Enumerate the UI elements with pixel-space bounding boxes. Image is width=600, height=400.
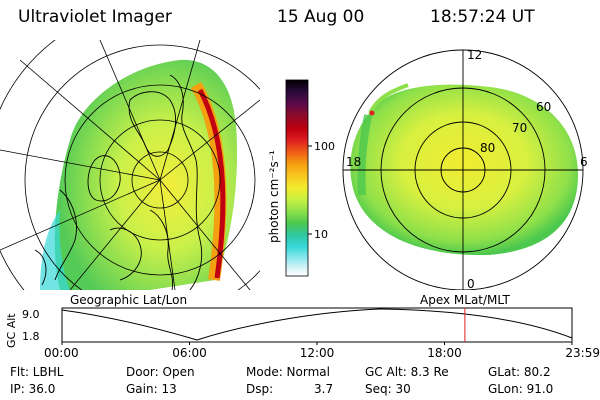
info-dsp: Dsp: [246,382,274,396]
timeline-xtick-label: 18:00 [427,346,462,360]
mlt-label-18: 18 [346,155,361,169]
info-ip: IP: 36.0 [10,382,56,396]
info-door: Door: Open [126,365,195,379]
time-label: 18:57:24 UT [430,7,535,27]
right-panel-label: Apex MLat/MLT [420,293,510,307]
info-glon: GLon: 91.0 [488,382,554,396]
timeline-ylabel: GC Alt [5,313,18,348]
mlt-label-0: 0 [467,277,475,290]
lat-label-70: 70 [512,121,527,135]
colorbar-tick-100: 100 [314,140,335,153]
info-mode: Mode: Normal [246,365,330,379]
info-gain: Gain: 13 [126,382,177,396]
mlt-label-12: 12 [467,48,482,62]
info-dsp-value: 3.7 [314,382,334,396]
timeline-ytick-low: 1.8 [22,330,40,343]
info-gc-alt: GC Alt: 8.3 Re [365,365,449,379]
info-flt: Flt: LBHL [10,365,64,379]
colorbar: 100 10 photon cm⁻²s⁻¹ [267,79,335,277]
colorbar-unit-label: photon cm⁻²s⁻¹ [267,150,281,243]
timeline-xtick-label: 00:00 [44,346,79,360]
lat-label-80: 80 [480,141,495,155]
lat-label-60: 60 [536,100,551,114]
date-label: 15 Aug 00 [277,7,365,27]
timeline-xtick-label: 06:00 [172,346,207,360]
timeline-xtick-label: 12:00 [300,346,335,360]
timeline-ytick-high: 9.0 [22,308,40,321]
orbit-altitude-curve [61,308,573,341]
info-glat: GLat: 80.2 [488,365,551,379]
instrument-title: Ultraviolet Imager [18,7,172,27]
colorbar-tick-10: 10 [314,228,328,241]
orbit-timeline: GC Alt 9.0 1.8 00:00 06:00 12:00 18:00 23:59 [5,307,600,360]
mlt-label-6: 6 [580,155,588,169]
info-seq: Seq: 30 [365,382,411,396]
left-panel-label: Geographic Lat/Lon [70,293,188,307]
magnetic-image: 12 18 6 0 80 70 60 [342,48,588,290]
geographic-image [0,40,260,290]
timeline-xtick-label: 23:59 [565,346,600,360]
